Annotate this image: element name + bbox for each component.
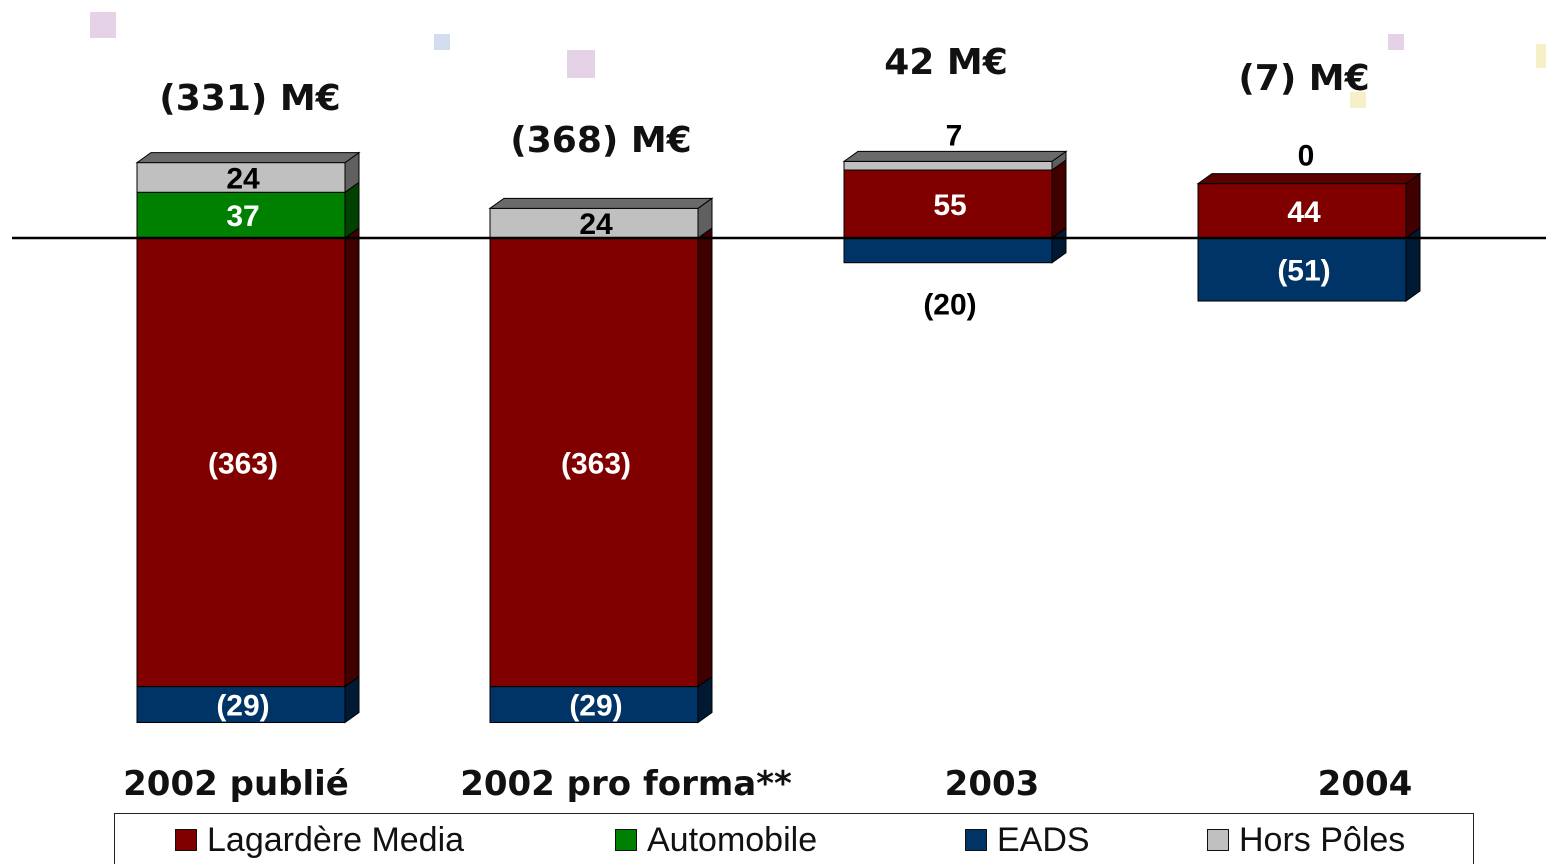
legend-swatch-lagardere-media xyxy=(175,829,197,851)
legend-swatch-eads xyxy=(965,829,987,851)
category-label: 2002 publié xyxy=(123,764,349,804)
decor-square xyxy=(434,34,450,50)
decor-square xyxy=(1350,92,1366,108)
bar-2004-lagardere-media-side xyxy=(1405,172,1421,239)
data-label-eads: (29) xyxy=(216,690,269,723)
bar-2002-pro-forma--eads-side xyxy=(697,675,713,724)
legend-item-automobile: Automobile xyxy=(615,820,818,859)
data-label-hors-poles: 24 xyxy=(226,162,260,195)
bar-2002-publie-top xyxy=(135,152,361,164)
category-label: 2002 pro forma** xyxy=(460,764,792,804)
bar-2002-pro-forma--lagardere-media xyxy=(489,237,699,688)
bar-2002-pro-forma--top xyxy=(488,197,714,209)
decor-square xyxy=(1388,34,1404,50)
data-label-lagardere-media: 55 xyxy=(933,189,966,222)
decor-square xyxy=(1536,44,1546,68)
category-label: 2003 xyxy=(945,764,1040,804)
total-label: (368) M€ xyxy=(510,120,691,161)
bar-2003-hors-poles xyxy=(843,160,1053,171)
legend-item-hors-poles: Hors Pôles xyxy=(1207,820,1406,859)
bar-2003-top xyxy=(842,150,1068,162)
total-label: (7) M€ xyxy=(1238,58,1369,99)
data-label-lagardere-media: 44 xyxy=(1287,196,1321,229)
legend-label: Automobile xyxy=(647,820,818,859)
legend-swatch-automobile xyxy=(615,829,637,851)
data-label-automobile: 37 xyxy=(226,200,259,233)
bar-2002-publie-eads-side xyxy=(344,675,360,724)
legend: Lagardère Media Automobile EADS Hors Pôl… xyxy=(114,813,1474,864)
background-decoration xyxy=(90,12,1546,108)
data-label-hors-poles: 7 xyxy=(946,119,963,152)
bar-2003-eads xyxy=(843,237,1053,264)
legend-label: Lagardère Media xyxy=(207,820,465,859)
data-label-eads: (29) xyxy=(569,690,622,723)
data-label-lagardere-media: (363) xyxy=(561,447,631,480)
bars-layer xyxy=(135,150,1422,724)
legend-item-eads: EADS xyxy=(965,820,1090,859)
bar-2004-eads xyxy=(1197,237,1407,302)
bar-2003-lagardere-media-side xyxy=(1051,159,1067,239)
bar-2002-pro-forma--eads xyxy=(489,686,699,724)
data-label-lagardere-media: (363) xyxy=(208,447,278,480)
legend-swatch-hors-poles xyxy=(1207,829,1229,851)
bar-2002-publie-lagardere-media xyxy=(136,237,346,688)
legend-item-lagardere-media: Lagardère Media xyxy=(175,820,465,859)
legend-label: EADS xyxy=(997,820,1090,859)
data-label-eads: (20) xyxy=(923,289,976,322)
total-label: 42 M€ xyxy=(884,42,1008,83)
decor-square xyxy=(567,50,595,78)
bar-2004-top xyxy=(1196,173,1422,185)
data-label-hors-poles: 24 xyxy=(579,208,613,241)
legend-label: Hors Pôles xyxy=(1239,820,1406,859)
bar-2002-publie-hors-poles xyxy=(136,162,346,193)
decor-square xyxy=(90,12,116,38)
labels-layer: (363) (29) 37 24 (331) M€ 2002 publié (363) (29… xyxy=(123,42,1412,804)
data-label-hors-poles: 0 xyxy=(1298,140,1315,173)
bar-2002-publie-lagardere-media-side xyxy=(344,227,360,688)
total-label: (331) M€ xyxy=(159,78,340,119)
data-label-eads: (51) xyxy=(1277,255,1330,288)
bar-2002-pro-forma--lagardere-media-side xyxy=(697,227,713,688)
bar-2004-lagardere-media xyxy=(1197,183,1407,239)
category-label: 2004 xyxy=(1318,764,1413,804)
